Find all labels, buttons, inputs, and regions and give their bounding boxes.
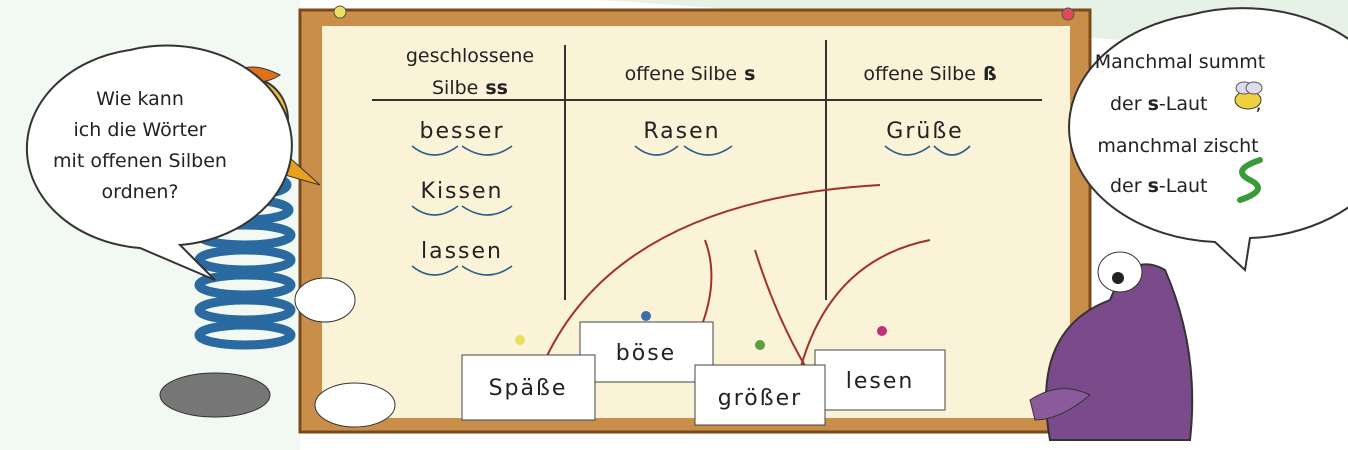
syllable-arcs (411, 145, 971, 276)
speech-bubble (1068, 7, 1348, 273)
header: offene Silbe (863, 63, 976, 85)
purple-character (1029, 251, 1194, 441)
bubble-line: -Laut (1159, 93, 1208, 115)
bee-icon (1234, 81, 1263, 110)
bubble-line: -Laut (1159, 175, 1208, 197)
spring-character (159, 66, 396, 428)
pin (515, 335, 525, 345)
card-word: lesen (846, 369, 915, 394)
bubble-line: manchmal zischt (1097, 135, 1258, 157)
snake-icon (1237, 157, 1263, 203)
word: lassen (421, 239, 503, 264)
bubble-line: mit offenen Silben (53, 150, 227, 172)
pin (1061, 7, 1075, 21)
bubble-bold: s (1148, 175, 1159, 197)
bubble-line: Wie kann (96, 88, 184, 110)
bubble-line: der (1110, 175, 1142, 197)
header: offene Silbe (625, 63, 738, 85)
card (814, 349, 946, 411)
speech-bubble (25, 44, 293, 281)
header-bold: ß (983, 63, 997, 85)
header: Silbe ss (432, 77, 508, 99)
header: geschlossene (406, 45, 534, 67)
pin (333, 5, 347, 19)
card-word: größer (718, 386, 802, 411)
bubble-line: der (1110, 93, 1142, 115)
card (694, 364, 826, 426)
bubble-line: ordnen? (101, 181, 178, 203)
word: besser (419, 119, 504, 144)
word: Kissen (421, 179, 504, 204)
header-bold: s (744, 63, 755, 85)
pin (755, 340, 765, 350)
word: Rasen (643, 119, 720, 144)
word: Grüße (886, 119, 963, 144)
card-word: böse (616, 341, 676, 366)
header: offene Silbe s (625, 63, 756, 85)
header: Silbe (432, 77, 478, 99)
cards: Späße böse größer lesen (461, 311, 946, 426)
card-word: Späße (489, 376, 568, 401)
pin (641, 311, 651, 321)
card (461, 354, 596, 421)
header: offene Silbe ß (863, 63, 996, 85)
header-bold: ss (485, 77, 508, 99)
card (579, 321, 714, 383)
bubble-line: ich die Wörter (74, 119, 207, 141)
bubble-line: Manchmal summt (1095, 51, 1265, 73)
pin (877, 326, 887, 336)
bubble-bold: s (1148, 93, 1159, 115)
